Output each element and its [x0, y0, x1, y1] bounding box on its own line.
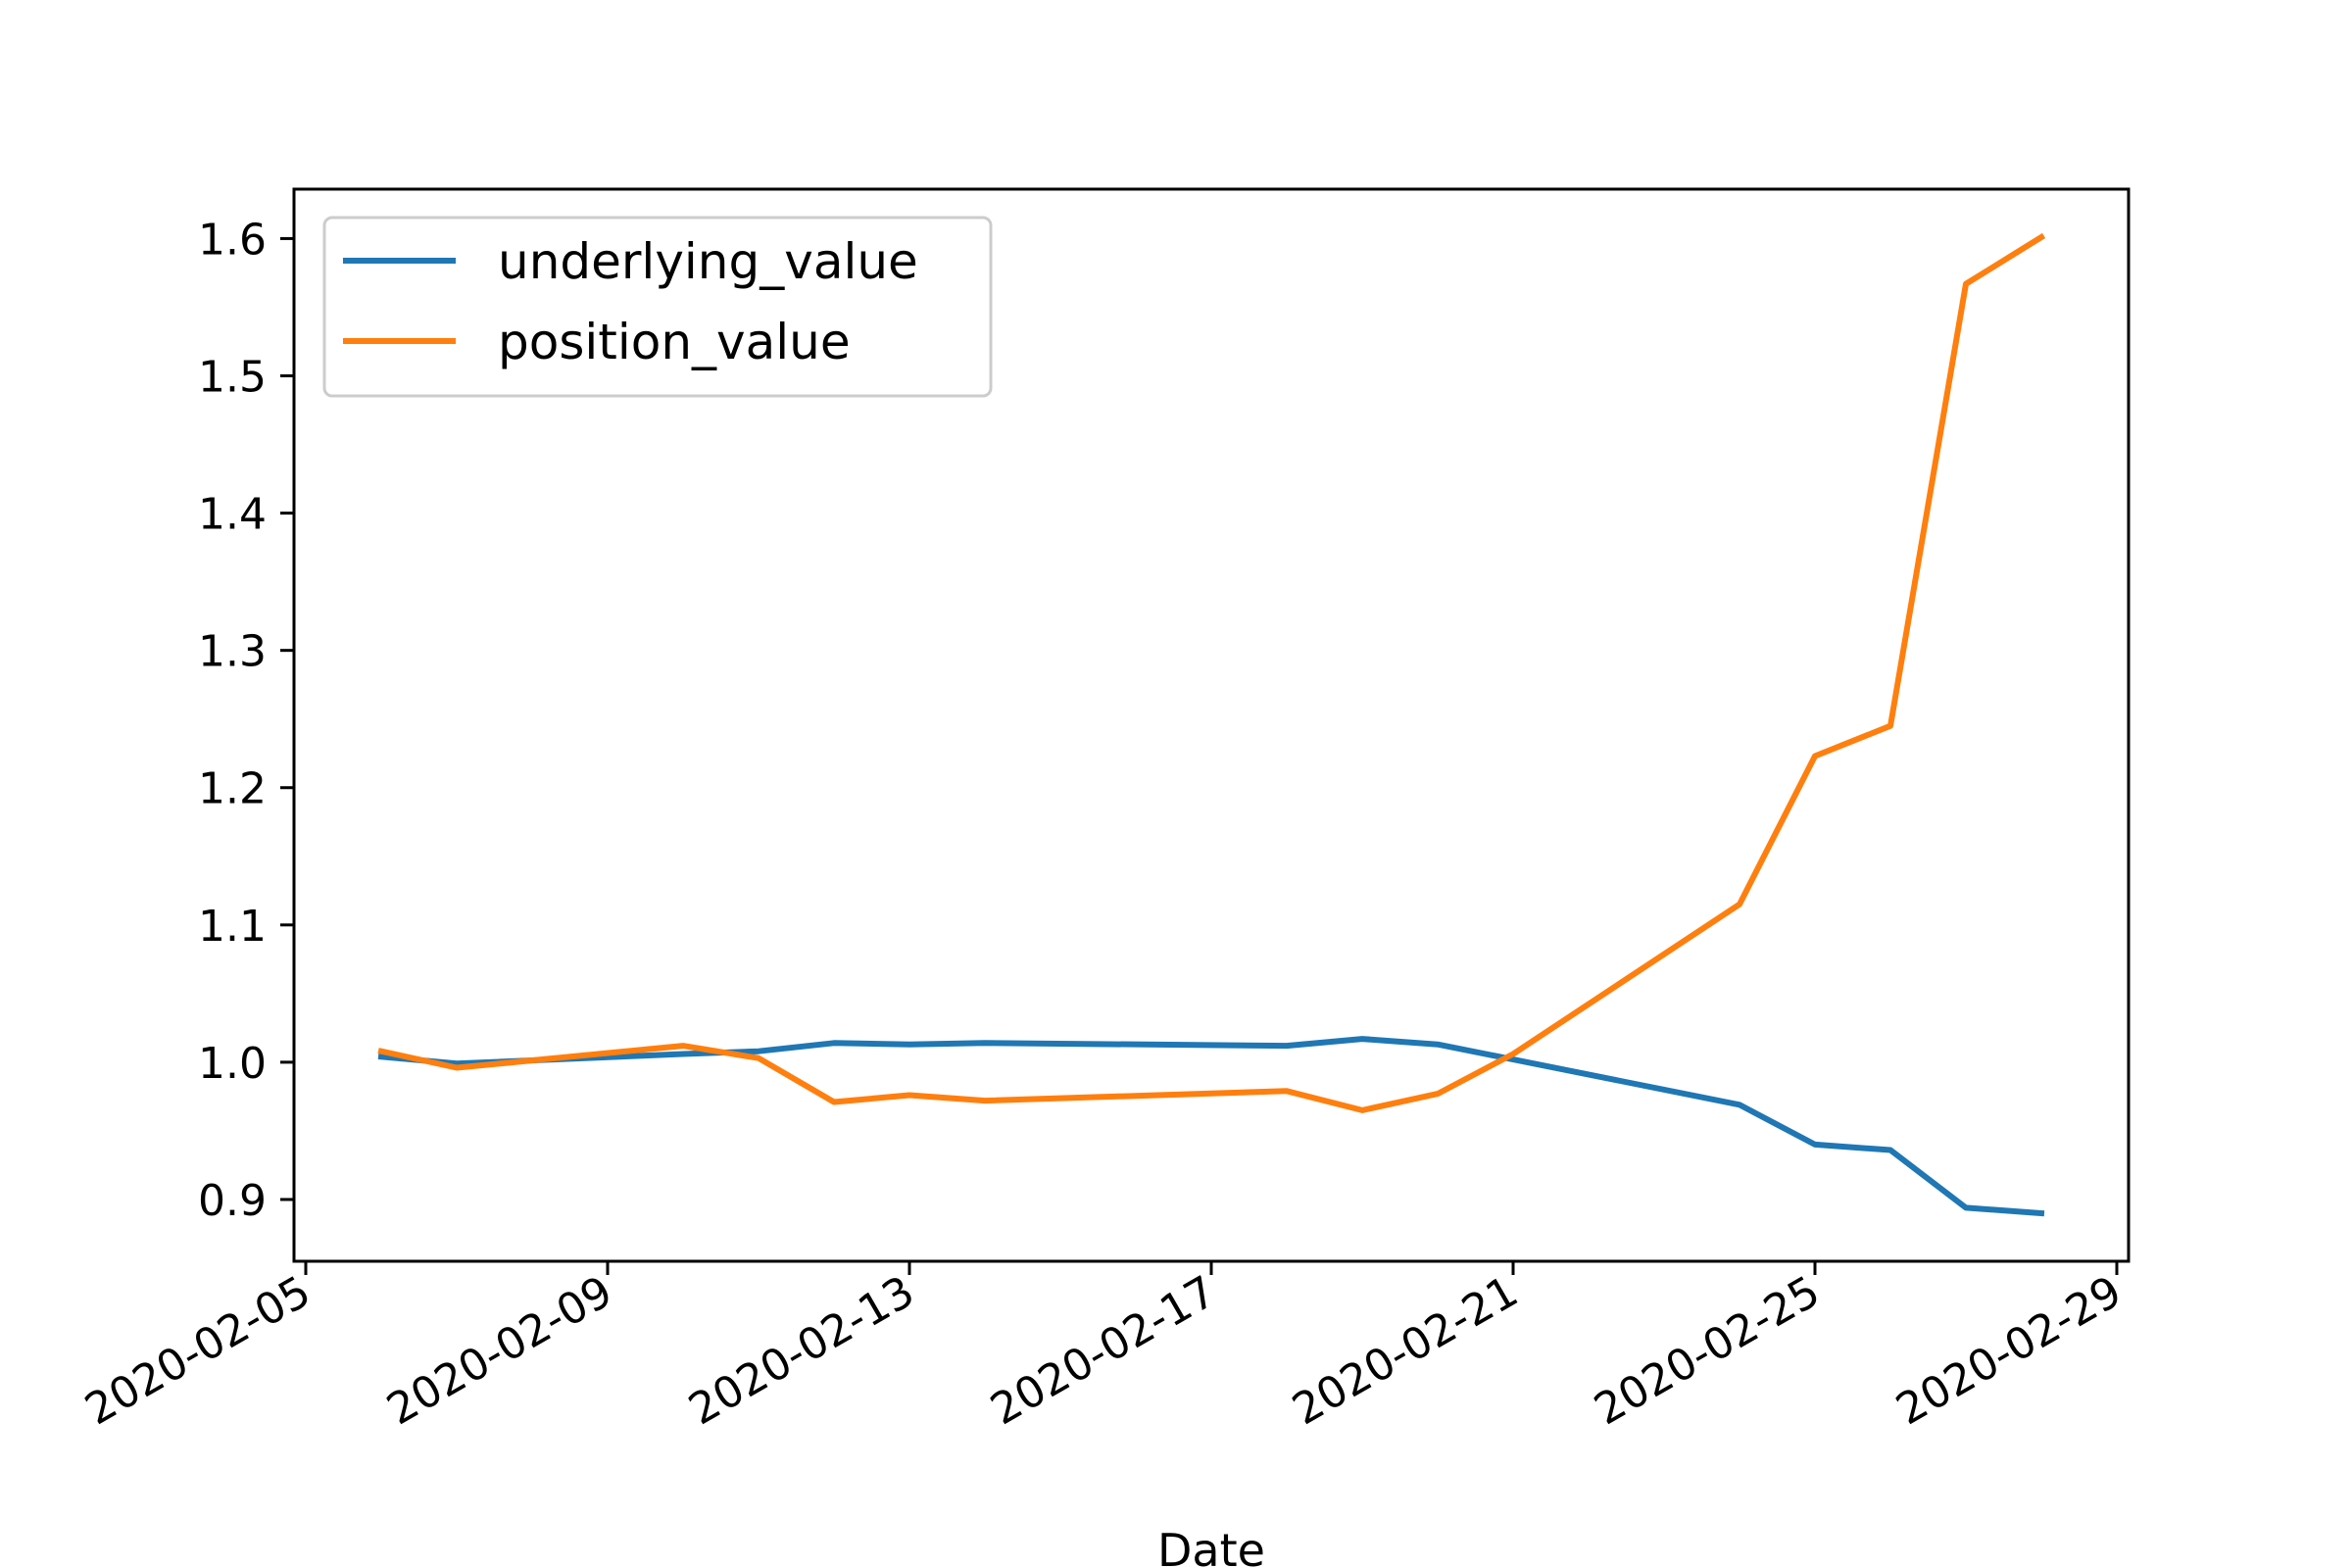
y-tick-label: 1.0	[198, 1039, 267, 1089]
series-layer	[377, 232, 2046, 1217]
y-tick-label: 1.2	[198, 764, 267, 814]
y-tick-label: 1.3	[198, 627, 267, 677]
legend-label-underlying: underlying_value	[498, 233, 918, 290]
y-axis: 0.9 1.0 1.1 1.2 1.3 1.4 1.5 1.6	[198, 215, 294, 1226]
legend: underlying_value position_value	[322, 216, 993, 398]
y-tick-label: 0.9	[198, 1176, 267, 1226]
series-line-position-value	[377, 232, 2046, 1113]
y-tick-label: 1.6	[198, 215, 267, 265]
y-tick-label: 1.5	[198, 353, 267, 403]
x-axis-title: Date	[1157, 1524, 1265, 1568]
legend-label-position: position_value	[498, 314, 851, 370]
legend-box	[322, 216, 993, 398]
y-tick-label: 1.4	[198, 490, 267, 540]
y-tick-label: 1.1	[198, 902, 267, 952]
